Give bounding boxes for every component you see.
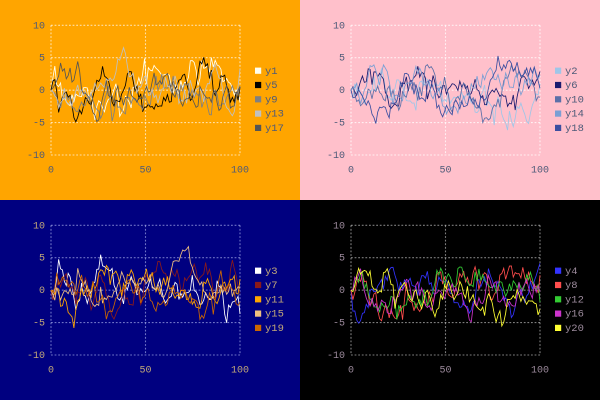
- svg-text:y5: y5: [265, 80, 278, 92]
- svg-text:y2: y2: [565, 66, 578, 78]
- svg-text:0: 0: [348, 166, 354, 177]
- svg-text:-10: -10: [27, 151, 45, 162]
- svg-text:10: 10: [333, 221, 345, 232]
- svg-text:y11: y11: [265, 294, 284, 306]
- svg-text:0: 0: [339, 86, 345, 97]
- svg-text:-10: -10: [327, 351, 345, 362]
- svg-text:10: 10: [333, 21, 345, 32]
- svg-text:y3: y3: [265, 266, 278, 278]
- svg-text:100: 100: [231, 166, 249, 177]
- svg-text:y16: y16: [565, 309, 584, 321]
- svg-text:-5: -5: [333, 319, 345, 330]
- svg-text:y6: y6: [565, 80, 578, 92]
- svg-text:y18: y18: [565, 123, 584, 135]
- svg-text:-10: -10: [27, 351, 45, 362]
- svg-text:0: 0: [39, 86, 45, 97]
- svg-text:y15: y15: [265, 309, 284, 321]
- svg-text:50: 50: [139, 366, 151, 377]
- svg-text:0: 0: [39, 286, 45, 297]
- svg-text:-5: -5: [333, 119, 345, 130]
- svg-text:0: 0: [348, 366, 354, 377]
- svg-text:y4: y4: [565, 266, 578, 278]
- svg-text:5: 5: [39, 254, 45, 265]
- svg-text:y19: y19: [265, 323, 284, 335]
- svg-text:y9: y9: [265, 94, 278, 106]
- svg-text:-10: -10: [327, 151, 345, 162]
- svg-text:50: 50: [439, 166, 451, 177]
- svg-text:y12: y12: [565, 294, 584, 306]
- svg-text:y7: y7: [265, 280, 278, 292]
- svg-text:10: 10: [33, 21, 45, 32]
- svg-text:100: 100: [231, 366, 249, 377]
- svg-text:y10: y10: [565, 94, 584, 106]
- svg-text:5: 5: [339, 54, 345, 65]
- svg-text:10: 10: [33, 221, 45, 232]
- svg-text:-5: -5: [33, 319, 45, 330]
- svg-text:-5: -5: [33, 119, 45, 130]
- svg-text:0: 0: [339, 286, 345, 297]
- svg-text:50: 50: [439, 366, 451, 377]
- svg-text:0: 0: [48, 166, 54, 177]
- svg-text:100: 100: [531, 366, 549, 377]
- svg-text:0: 0: [48, 366, 54, 377]
- svg-text:y13: y13: [265, 109, 284, 121]
- svg-text:100: 100: [531, 166, 549, 177]
- svg-text:5: 5: [339, 254, 345, 265]
- svg-text:y14: y14: [565, 109, 584, 121]
- svg-text:y17: y17: [265, 123, 284, 135]
- svg-text:y20: y20: [565, 323, 584, 335]
- svg-text:y8: y8: [565, 280, 578, 292]
- svg-text:y1: y1: [265, 66, 278, 78]
- svg-text:5: 5: [39, 54, 45, 65]
- svg-text:50: 50: [139, 166, 151, 177]
